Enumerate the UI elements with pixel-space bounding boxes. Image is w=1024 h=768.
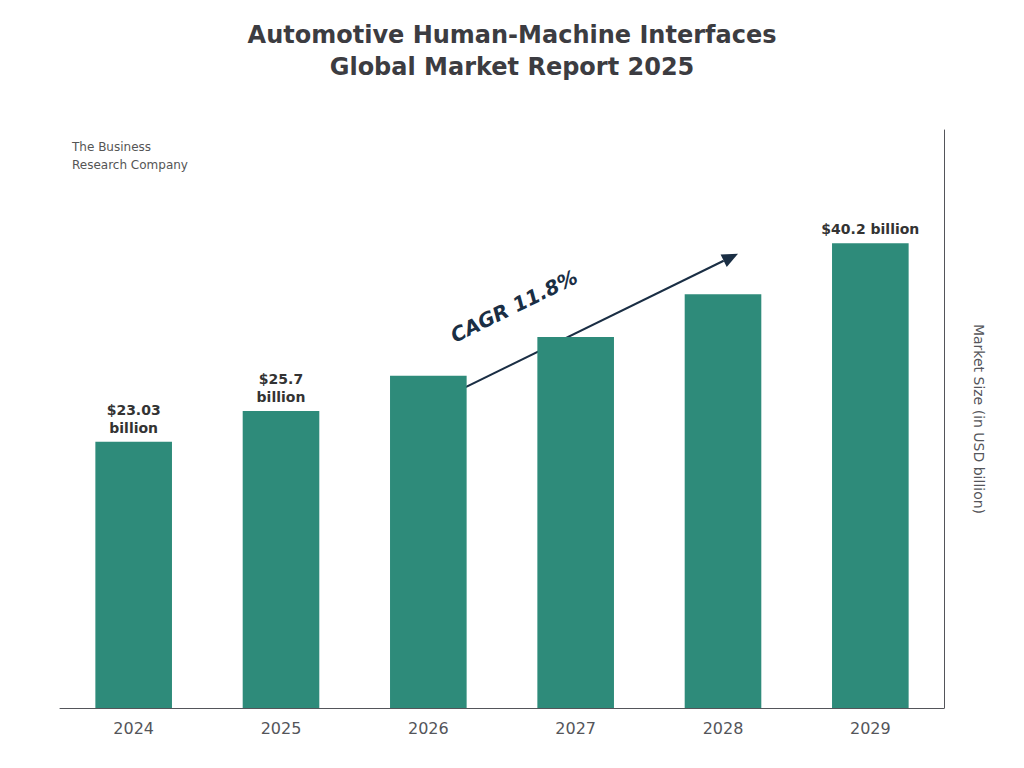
svg-text:$40.2 billion: $40.2 billion xyxy=(821,221,919,237)
svg-text:2029: 2029 xyxy=(850,719,891,738)
svg-text:CAGR 11.8%: CAGR 11.8% xyxy=(447,265,582,347)
svg-text:Automotive Human-Machine Inter: Automotive Human-Machine Interfaces xyxy=(248,21,777,49)
svg-text:Research Company: Research Company xyxy=(72,158,188,172)
svg-text:billion: billion xyxy=(257,389,306,405)
svg-text:$23.03: $23.03 xyxy=(107,402,161,418)
svg-text:$25.7: $25.7 xyxy=(259,371,303,387)
svg-text:2027: 2027 xyxy=(555,719,596,738)
svg-text:Market Size (in USD billion): Market Size (in USD billion) xyxy=(971,324,987,514)
svg-text:The Business: The Business xyxy=(71,140,151,154)
svg-text:2024: 2024 xyxy=(113,719,154,738)
svg-text:2026: 2026 xyxy=(408,719,449,738)
svg-text:2028: 2028 xyxy=(703,719,744,738)
svg-text:billion: billion xyxy=(109,420,158,436)
svg-text:Global Market Report 2025: Global Market Report 2025 xyxy=(330,53,695,81)
svg-text:2025: 2025 xyxy=(261,719,302,738)
